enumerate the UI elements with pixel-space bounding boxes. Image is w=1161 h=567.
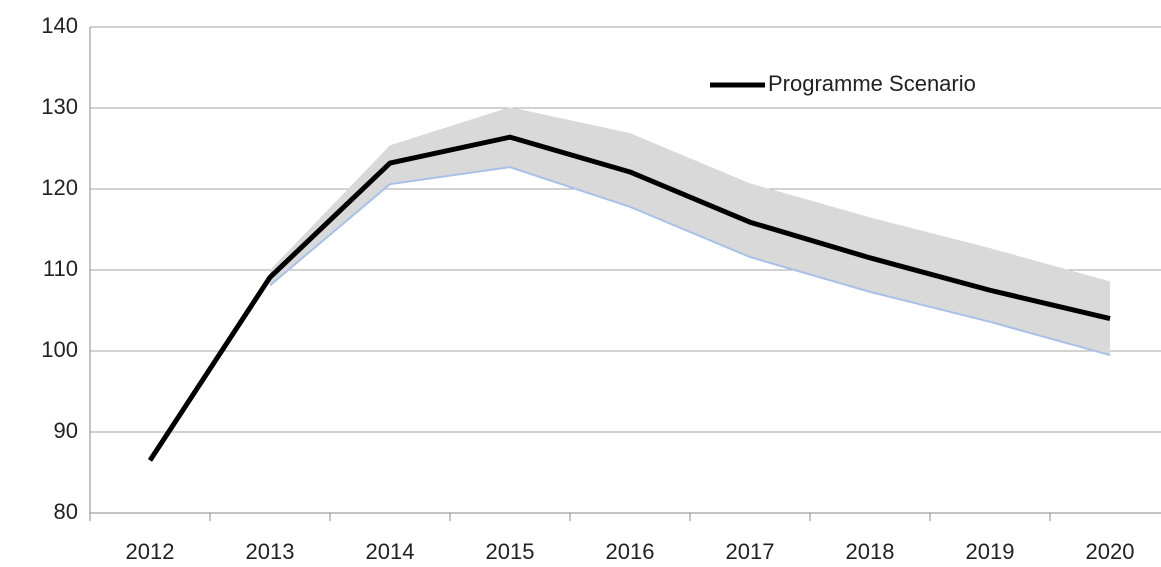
y-tick-label: 130: [41, 94, 78, 119]
y-tick-label: 120: [41, 175, 78, 200]
y-tick-label: 140: [41, 13, 78, 38]
x-tick-label: 2014: [366, 539, 415, 564]
x-tick-label: 2020: [1086, 539, 1135, 564]
band-lower-edge: [269, 166, 1111, 357]
y-tick-label: 90: [54, 418, 78, 443]
x-tick-label: 2019: [966, 539, 1015, 564]
x-tick-label: 2018: [846, 539, 895, 564]
x-tick-label: 2016: [606, 539, 655, 564]
series-line: [147, 134, 1111, 462]
y-tick-label: 110: [43, 256, 78, 281]
x-tick-label: 2017: [726, 539, 775, 564]
x-tick-label: 2012: [126, 539, 175, 564]
legend-label: Programme Scenario: [768, 71, 976, 96]
x-tick-label: 2013: [246, 539, 295, 564]
x-tick-label: 2015: [486, 539, 535, 564]
y-tick-label: 80: [54, 499, 78, 524]
y-tick-label: 100: [41, 337, 78, 362]
